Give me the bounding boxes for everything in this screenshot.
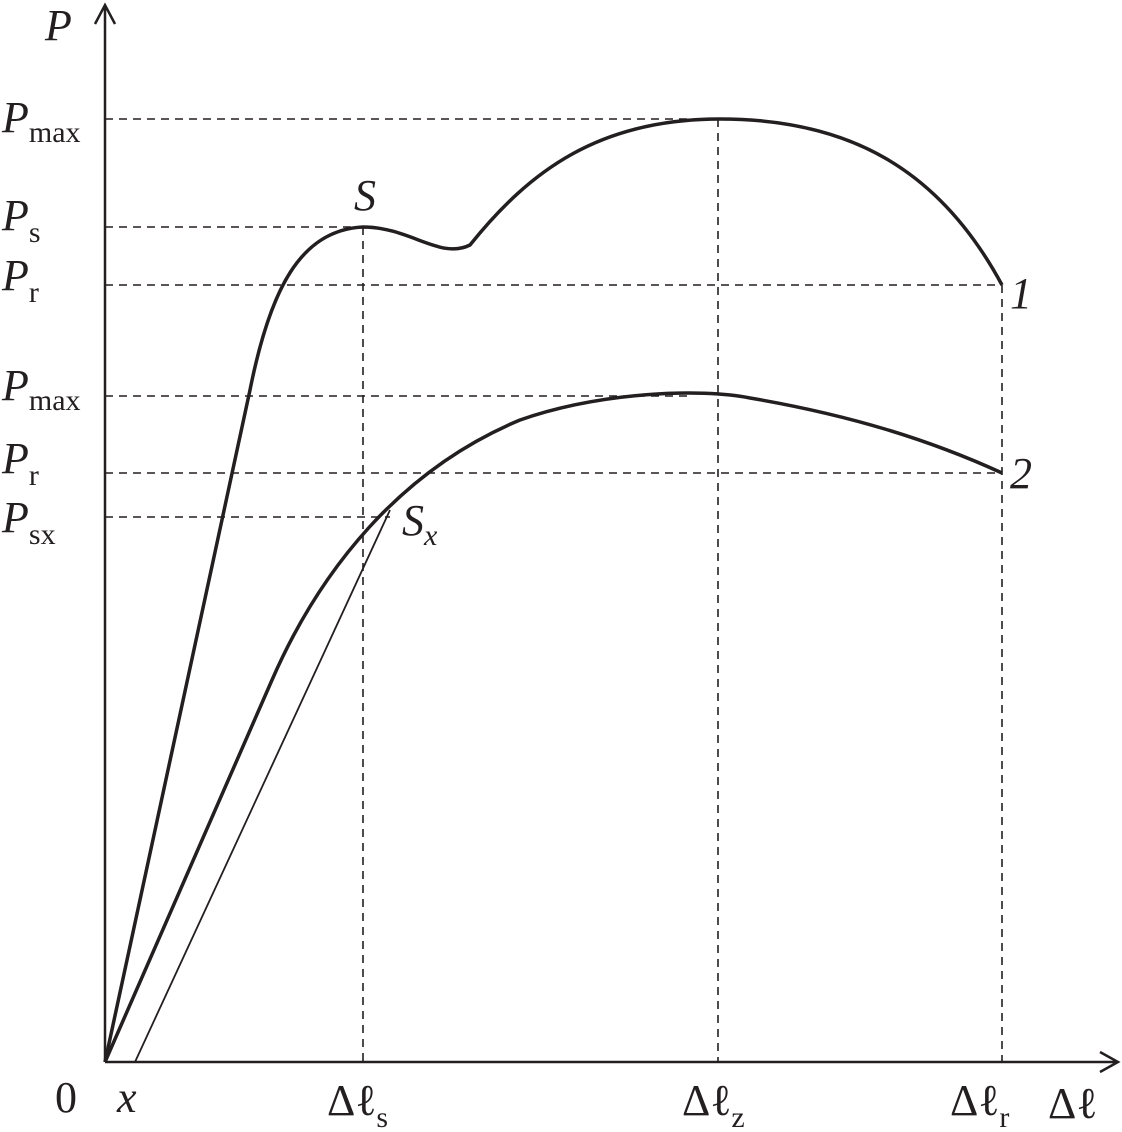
curve-2	[103, 391, 1003, 1063]
origin-label: 0	[55, 1073, 77, 1122]
point-label: S	[354, 171, 376, 220]
point-label: Sx	[402, 496, 438, 552]
y-label: Pr	[1, 251, 39, 309]
y-label: Ps	[1, 191, 41, 249]
curve-label: 2	[1010, 449, 1032, 498]
x-label: Δℓs	[327, 1076, 388, 1132]
y-label: Pmax	[1, 361, 81, 417]
curve-1	[103, 117, 1004, 1063]
secant-line	[134, 509, 391, 1063]
y-axis-label: P	[44, 1, 72, 50]
y-label: Pr	[1, 434, 39, 492]
y-label: Pmax	[1, 93, 81, 149]
axes	[93, 2, 1121, 1074]
guide-lines	[105, 118, 1003, 1062]
curve-label: 1	[1010, 269, 1032, 318]
x-label: Δℓz	[682, 1076, 745, 1132]
x-axis-label: Δℓ	[1048, 1079, 1097, 1128]
offset-label: x	[116, 1073, 137, 1122]
x-label: Δℓr	[950, 1076, 1009, 1132]
y-label: Psx	[1, 493, 56, 551]
